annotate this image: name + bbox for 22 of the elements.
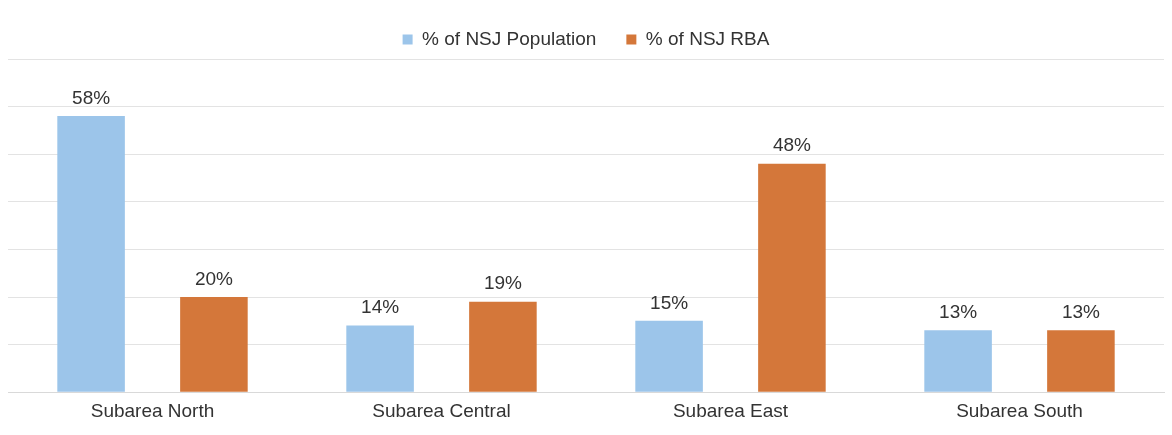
data-label: 48%	[772, 134, 812, 156]
bar	[469, 301, 537, 392]
legend-label: % of NSJ RBA	[645, 27, 770, 49]
bar	[346, 325, 414, 392]
bar	[57, 116, 125, 392]
x-tick-label: Subarea South	[956, 399, 1083, 421]
data-label: 13%	[939, 301, 978, 323]
x-tick-label: Subarea East	[672, 399, 789, 421]
legend-label: % of NSJ Population	[422, 27, 597, 49]
x-tick-label: Subarea North	[90, 399, 215, 421]
data-label: 14%	[361, 296, 400, 318]
data-label: 58%	[72, 86, 111, 108]
x-tick-label: Subarea Central	[372, 399, 511, 421]
data-label: 20%	[194, 267, 234, 289]
bar	[635, 320, 703, 392]
bar	[180, 297, 248, 392]
bar	[924, 330, 992, 392]
data-label: 15%	[650, 291, 689, 313]
data-label: 13%	[1061, 301, 1101, 323]
data-label: 19%	[483, 272, 523, 294]
bar	[1047, 330, 1115, 392]
bar	[758, 163, 826, 392]
